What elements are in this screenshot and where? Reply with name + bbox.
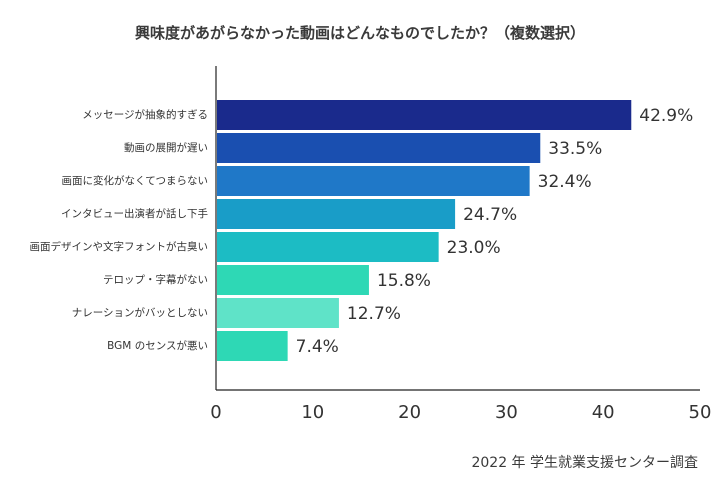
bar <box>217 265 369 295</box>
bar <box>217 331 288 361</box>
data-label: 12.7% <box>347 304 401 324</box>
bar <box>217 100 632 130</box>
bar <box>217 298 339 328</box>
data-label: 32.4% <box>538 172 592 192</box>
category-label: BGM のセンスが悪い <box>107 339 208 352</box>
data-label: 24.7% <box>463 205 517 225</box>
x-axis-ticks: 0 10 20 30 40 50 <box>210 402 711 423</box>
category-label: インタビュー出演者が話し下手 <box>61 207 208 220</box>
x-tick-label: 40 <box>592 402 615 423</box>
category-label: 画面デザインや文字フォントが古臭い <box>30 240 209 253</box>
value-labels: 42.9% 33.5% 32.4% 24.7% 23.0% 15.8% 12.7% 7.4% <box>296 106 694 357</box>
data-label: 7.4% <box>296 337 339 357</box>
category-label: 画面に変化がなくてつまらない <box>62 174 208 187</box>
data-label: 15.8% <box>377 271 431 291</box>
x-tick-label: 50 <box>689 402 712 423</box>
chart-title: 興味度があがらなかった動画はどんなものでしたか？（複数選択） <box>134 24 585 42</box>
bar <box>217 133 541 163</box>
data-label: 23.0% <box>447 238 501 258</box>
source-note: 2022 年 学生就業支援センター調査 <box>471 455 698 471</box>
category-label: テロップ・字幕がない <box>103 273 208 286</box>
category-label: ナレーションがバッとしない <box>72 306 208 319</box>
x-tick-label: 0 <box>210 402 221 423</box>
x-tick-label: 30 <box>495 402 518 423</box>
category-label: メッセージが抽象的すぎる <box>82 108 208 121</box>
data-label: 42.9% <box>639 106 693 126</box>
category-labels: メッセージが抽象的すぎる動画の展開が遅い画面に変化がなくてつまらないインタビュー… <box>30 108 209 352</box>
bar <box>217 166 530 196</box>
data-label: 33.5% <box>548 139 602 159</box>
bar <box>217 199 456 229</box>
category-label: 動画の展開が遅い <box>124 141 208 154</box>
bars-layer <box>217 100 632 361</box>
x-tick-label: 10 <box>301 402 324 423</box>
x-tick-label: 20 <box>398 402 421 423</box>
bar <box>217 232 439 262</box>
